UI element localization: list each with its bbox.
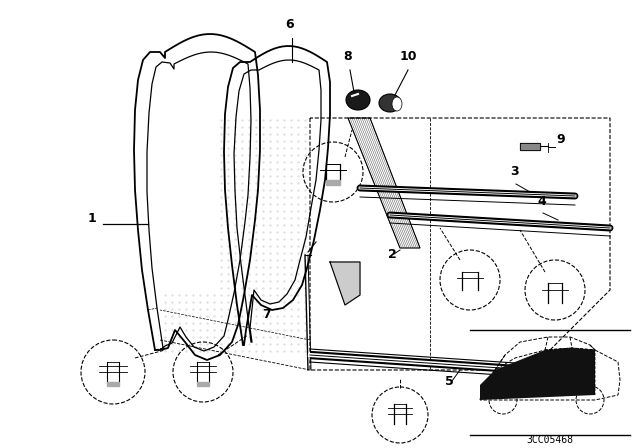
- Text: 10: 10: [400, 50, 417, 63]
- Text: 5: 5: [445, 375, 454, 388]
- Text: 7: 7: [262, 308, 271, 321]
- Text: 3: 3: [510, 165, 518, 178]
- Text: 8: 8: [343, 50, 351, 63]
- Ellipse shape: [392, 97, 402, 111]
- Polygon shape: [326, 180, 340, 185]
- Text: 3CC05468: 3CC05468: [527, 435, 573, 445]
- Text: 2: 2: [388, 248, 397, 261]
- Text: 6: 6: [285, 18, 294, 31]
- Text: 1: 1: [88, 212, 97, 225]
- Text: 4: 4: [537, 195, 546, 208]
- Text: 9: 9: [556, 133, 564, 146]
- Polygon shape: [520, 143, 540, 150]
- Ellipse shape: [379, 94, 401, 112]
- Polygon shape: [480, 348, 595, 400]
- Ellipse shape: [346, 90, 370, 110]
- Polygon shape: [197, 382, 209, 386]
- Polygon shape: [107, 382, 119, 386]
- Polygon shape: [330, 262, 360, 305]
